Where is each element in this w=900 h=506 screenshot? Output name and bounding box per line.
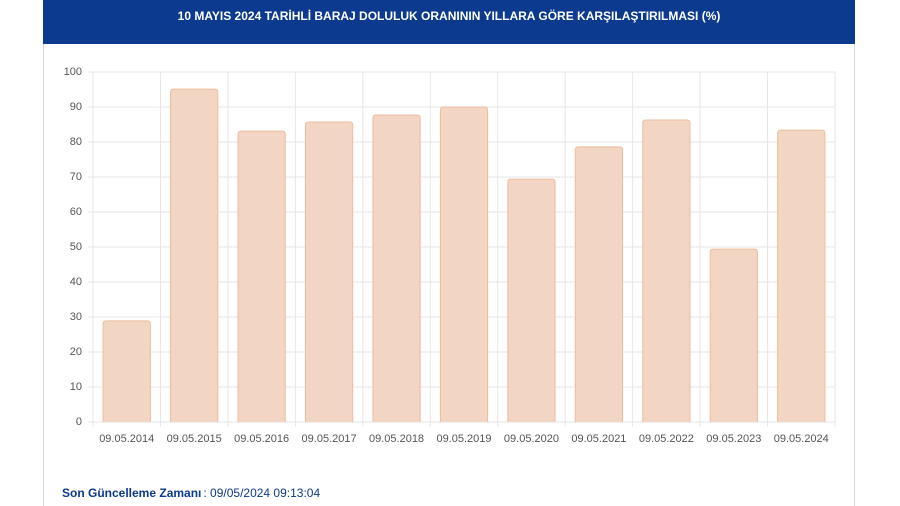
x-tick-label: 09.05.2022 bbox=[639, 433, 694, 445]
y-tick-label: 90 bbox=[70, 101, 82, 113]
x-tick-label: 09.05.2015 bbox=[167, 433, 222, 445]
y-tick-label: 70 bbox=[70, 171, 82, 183]
x-tick-label: 09.05.2024 bbox=[774, 433, 829, 445]
footer: Son Güncelleme Zamanı: 09/05/2024 09:13:… bbox=[62, 486, 320, 500]
bar bbox=[507, 178, 556, 422]
bar bbox=[304, 121, 354, 422]
chart-title: 10 MAYIS 2024 TARİHLİ BARAJ DOLULUK ORAN… bbox=[178, 8, 721, 23]
y-tick-label: 20 bbox=[70, 346, 82, 358]
y-tick-label: 30 bbox=[70, 311, 82, 323]
bar bbox=[777, 129, 826, 422]
bar bbox=[709, 248, 758, 422]
bar bbox=[237, 130, 286, 422]
y-tick-label: 50 bbox=[70, 241, 82, 253]
header-bar bbox=[43, 0, 855, 44]
footer-value: : 09/05/2024 09:13:04 bbox=[203, 486, 320, 500]
x-tick-label: 09.05.2014 bbox=[99, 433, 154, 445]
y-tick-label: 0 bbox=[76, 416, 82, 428]
x-tick-label: 09.05.2016 bbox=[234, 433, 289, 445]
footer-label: Son Güncelleme Zamanı bbox=[62, 486, 201, 500]
x-tick-label: 09.05.2020 bbox=[504, 433, 559, 445]
x-tick-label: 09.05.2018 bbox=[369, 433, 424, 445]
y-tick-label: 100 bbox=[64, 66, 82, 78]
bar bbox=[102, 320, 151, 422]
x-tick-label: 09.05.2019 bbox=[436, 433, 491, 445]
x-tick-label: 09.05.2017 bbox=[302, 433, 357, 445]
y-tick-label: 40 bbox=[70, 276, 82, 288]
bar bbox=[372, 114, 421, 422]
y-tick-label: 10 bbox=[70, 381, 82, 393]
x-tick-label: 09.05.2023 bbox=[706, 433, 761, 445]
bar bbox=[574, 146, 624, 422]
y-tick-label: 80 bbox=[70, 136, 82, 148]
y-tick-label: 60 bbox=[70, 206, 82, 218]
bar bbox=[170, 88, 219, 422]
x-tick-label: 09.05.2021 bbox=[571, 433, 626, 445]
bar bbox=[439, 106, 489, 422]
bar bbox=[642, 119, 691, 422]
